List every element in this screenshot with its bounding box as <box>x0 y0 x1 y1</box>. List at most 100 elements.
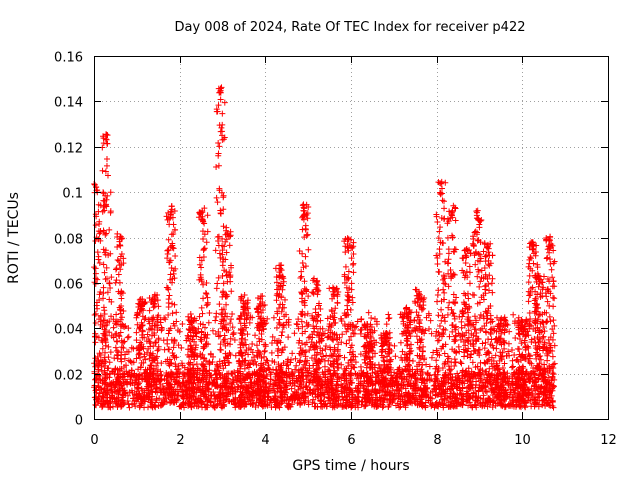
data-point <box>492 379 499 386</box>
data-point <box>107 189 114 196</box>
data-point <box>204 397 211 404</box>
data-point <box>374 390 381 397</box>
data-point <box>192 394 199 401</box>
data-point <box>219 110 226 117</box>
data-point <box>289 350 296 357</box>
data-point <box>221 134 228 141</box>
data-point <box>261 353 268 360</box>
data-point <box>549 326 556 333</box>
data-point <box>106 318 113 325</box>
data-point <box>404 321 411 328</box>
data-point <box>451 362 458 369</box>
data-point <box>123 368 130 375</box>
data-point <box>295 325 302 332</box>
data-point <box>263 401 270 408</box>
data-point <box>318 389 325 396</box>
data-point <box>101 317 108 324</box>
data-point <box>396 404 403 411</box>
data-point <box>197 274 204 281</box>
data-point <box>223 224 230 231</box>
data-point <box>241 357 248 364</box>
data-point <box>452 359 459 366</box>
data-point <box>238 312 245 319</box>
data-point <box>343 340 350 347</box>
data-point <box>329 312 336 319</box>
data-point <box>223 249 230 256</box>
data-point <box>303 288 310 295</box>
data-point <box>364 331 371 338</box>
data-point <box>346 349 353 356</box>
data-point <box>167 211 174 218</box>
data-point <box>217 346 224 353</box>
data-point <box>165 327 172 334</box>
data-point <box>106 359 113 366</box>
data-point <box>320 353 327 360</box>
data-point <box>164 247 171 254</box>
data-point <box>472 249 479 256</box>
data-point <box>166 389 173 396</box>
data-point <box>143 338 150 345</box>
data-point <box>304 310 311 317</box>
data-point <box>442 179 449 186</box>
data-point <box>463 246 470 253</box>
data-point <box>342 394 349 401</box>
data-point <box>442 258 449 265</box>
data-point <box>281 296 288 303</box>
data-point <box>204 331 211 338</box>
data-point <box>95 256 102 263</box>
data-point <box>441 389 448 396</box>
data-point <box>120 345 127 352</box>
data-point <box>350 353 357 360</box>
data-point <box>92 330 99 337</box>
data-point <box>397 339 404 346</box>
data-point <box>178 402 185 409</box>
data-point <box>341 354 348 361</box>
data-point <box>373 339 380 346</box>
data-point <box>436 180 443 187</box>
data-point <box>125 325 132 332</box>
data-point <box>400 318 407 325</box>
data-point <box>169 310 176 317</box>
data-point <box>327 346 334 353</box>
data-point <box>103 383 110 390</box>
data-point <box>219 316 226 323</box>
data-point <box>515 384 522 391</box>
data-point <box>341 385 348 392</box>
data-point <box>260 361 267 368</box>
data-point <box>118 288 125 295</box>
data-point <box>141 316 148 323</box>
data-point <box>415 295 422 302</box>
data-point <box>434 261 441 268</box>
data-point <box>350 239 357 246</box>
data-point <box>445 399 452 406</box>
data-point <box>297 400 304 407</box>
data-point <box>212 247 219 254</box>
data-point <box>383 358 390 365</box>
data-point <box>441 289 448 296</box>
data-point <box>216 389 223 396</box>
data-point <box>135 376 142 383</box>
data-point <box>348 361 355 368</box>
data-point <box>124 334 131 341</box>
data-point <box>439 364 446 371</box>
data-point <box>279 391 286 398</box>
data-point <box>155 346 162 353</box>
data-point <box>314 277 321 284</box>
data-point <box>445 355 452 362</box>
data-point <box>246 319 253 326</box>
data-point <box>301 312 308 319</box>
data-point <box>156 395 163 402</box>
data-point <box>447 390 454 397</box>
data-point <box>397 403 404 410</box>
data-point <box>116 365 123 372</box>
data-point <box>475 346 482 353</box>
data-point <box>449 207 456 214</box>
data-point <box>295 386 302 393</box>
data-point <box>323 352 330 359</box>
data-point <box>385 311 392 318</box>
data-point <box>382 389 389 395</box>
data-point <box>244 331 251 338</box>
data-point <box>161 346 168 353</box>
data-point <box>96 230 103 237</box>
data-point <box>304 231 311 238</box>
